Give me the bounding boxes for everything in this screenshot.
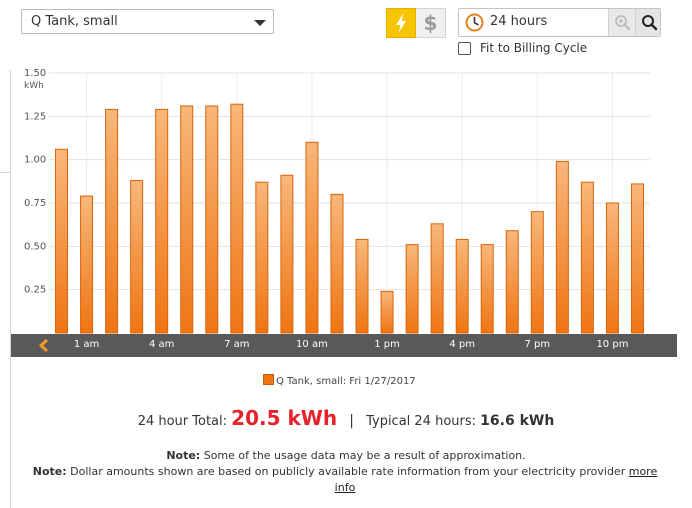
- note1-text: Some of the usage data may be a result o…: [203, 449, 526, 462]
- bar: [155, 108, 169, 334]
- time-range-value: 24 hours: [490, 14, 548, 29]
- y-axis-unit: kWh: [24, 81, 44, 91]
- totals-separator: |: [349, 413, 354, 429]
- more-info-link[interactable]: more info: [334, 465, 658, 494]
- total-value: 20.5 kWh: [231, 406, 338, 430]
- bar: [255, 181, 269, 334]
- billing-cycle-label: Fit to Billing Cycle: [480, 41, 588, 55]
- bar: [130, 179, 144, 334]
- caret-down-icon: [254, 20, 266, 26]
- bar: [405, 244, 419, 334]
- bar: [630, 183, 644, 334]
- x-tick-label: 4 am: [148, 339, 175, 350]
- x-tick-label: 7 am: [224, 339, 250, 350]
- x-tick-label: 1 am: [73, 339, 100, 350]
- bar: [230, 103, 244, 334]
- y-tick-label: 0.75: [24, 198, 46, 209]
- bar: [480, 244, 494, 334]
- chevron-left-icon[interactable]: [37, 338, 51, 353]
- device-select[interactable]: Q Tank, small: [21, 9, 274, 34]
- typical-label: Typical 24 hours:: [366, 414, 477, 429]
- note-label: Note:: [166, 449, 201, 462]
- bar: [380, 290, 394, 334]
- search-icon: [642, 15, 658, 31]
- kwh-unit-button[interactable]: [386, 8, 416, 38]
- bar: [505, 230, 519, 334]
- usage-totals: 24 hour Total: 20.5 kWh | Typical 24 hou…: [0, 406, 692, 430]
- bar: [280, 174, 294, 334]
- x-tick-label: 4 pm: [449, 339, 476, 350]
- y-tick-label: 0.25: [24, 285, 46, 296]
- usage-bar-chart: 1.50 1.25 1.00 0.75 0.50 0.25 kWh: [24, 68, 650, 334]
- bar: [305, 141, 319, 334]
- rate-note: Note: Dollar amounts shown are based on …: [30, 464, 660, 496]
- dollar-unit-button[interactable]: $: [416, 8, 446, 38]
- y-tick-label: 0.50: [24, 241, 46, 252]
- bar: [205, 105, 219, 334]
- approximation-note: Note: Some of the usage data may be a re…: [0, 449, 692, 462]
- unit-toggle: $: [386, 8, 446, 38]
- bar: [105, 108, 119, 334]
- legend-swatch: [263, 374, 274, 385]
- bar: [180, 105, 194, 334]
- bar: [580, 181, 594, 334]
- chart-legend[interactable]: Q Tank, small: Fri 1/27/2017: [263, 374, 416, 387]
- panel-border-stub: [0, 172, 10, 173]
- bar: [55, 148, 69, 334]
- y-tick-label: 1.50: [24, 68, 46, 79]
- y-tick-label: 1.25: [24, 111, 46, 122]
- x-tick-label: 1 pm: [374, 339, 400, 350]
- typical-value: 16.6 kWh: [480, 413, 555, 429]
- magnifier-icon: [615, 15, 630, 30]
- time-range-select[interactable]: 24 hours: [458, 8, 661, 37]
- y-tick-label: 1.00: [24, 155, 46, 166]
- bar: [555, 160, 569, 334]
- bar: [330, 193, 344, 334]
- bar: [530, 211, 544, 334]
- lightning-icon: [396, 14, 406, 33]
- x-tick-label: 10 pm: [596, 339, 629, 350]
- legend-label: Q Tank, small: Fri 1/27/2017: [276, 376, 416, 387]
- dollar-icon: $: [423, 11, 438, 35]
- bar: [355, 238, 369, 334]
- total-label: 24 hour Total:: [137, 414, 228, 429]
- clock-icon: [465, 13, 484, 32]
- bar: [430, 223, 444, 334]
- zoom-search-button[interactable]: [635, 9, 660, 36]
- x-tick-label: 7 pm: [524, 339, 551, 350]
- x-axis-bar: 1 am 4 am 7 am 10 am 1 pm 4 pm 7 pm 10 pm: [11, 334, 677, 357]
- device-select-value: Q Tank, small: [31, 14, 118, 29]
- x-tick-label: 10 am: [296, 339, 328, 350]
- note-label: Note:: [32, 465, 67, 478]
- bar: [605, 202, 619, 334]
- billing-cycle-checkbox[interactable]: [458, 42, 471, 55]
- note2-text: Dollar amounts shown are based on public…: [70, 465, 626, 478]
- zoom-out-button[interactable]: [608, 9, 635, 36]
- panel-border: [10, 70, 11, 508]
- bar: [455, 238, 469, 334]
- bar: [80, 195, 94, 334]
